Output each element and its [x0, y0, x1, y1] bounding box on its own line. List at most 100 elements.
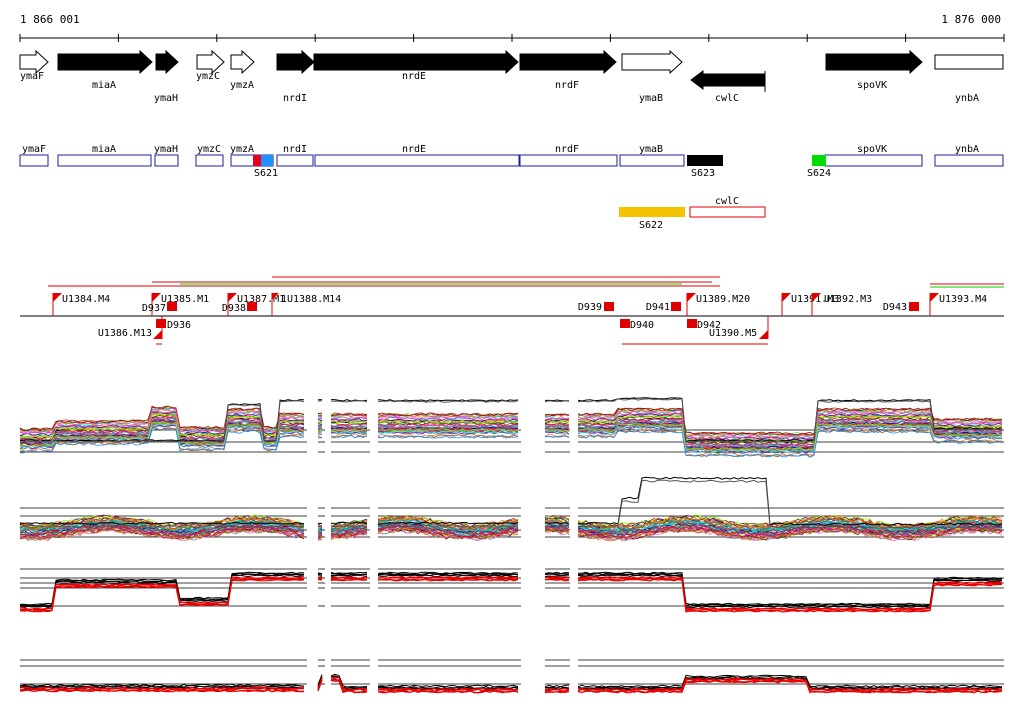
marker-D938[interactable]: D938 — [222, 302, 257, 314]
expression-trace — [544, 419, 570, 424]
expression-trace — [19, 574, 305, 609]
expression-trace — [317, 678, 323, 690]
marker-label: U1392.M3 — [824, 294, 872, 305]
segment-S624[interactable] — [812, 155, 826, 166]
marker-D936[interactable]: D936 — [156, 319, 191, 331]
gene-box-nrdI[interactable] — [276, 154, 314, 167]
marker-U1393-M4[interactable]: U1393.M4 — [929, 293, 987, 316]
gene-arrow-nrdF[interactable]: nrdF — [519, 49, 617, 91]
expression-trace — [377, 425, 519, 430]
expression-trace — [317, 421, 323, 424]
expression-trace — [317, 525, 323, 528]
expression-panel-multi-condition — [19, 397, 1004, 458]
gene-box-label: miaA — [92, 144, 116, 155]
gene-box-ymaH[interactable] — [154, 154, 179, 167]
gene-arrow-nrdE[interactable]: nrdE — [313, 49, 519, 82]
gene-arrow-ymaB[interactable]: ymaB — [621, 49, 683, 104]
marker-D937[interactable]: D937 — [142, 302, 177, 314]
gene-box-ymaB[interactable] — [619, 154, 685, 167]
gene-box-nrdF[interactable] — [519, 154, 618, 167]
gene-arrow-shape — [57, 49, 153, 75]
expression-trace — [19, 400, 305, 443]
expression-trace — [330, 413, 368, 417]
gene-arrow-ynbA[interactable]: ynbA — [934, 54, 1004, 104]
expression-trace — [377, 428, 519, 433]
segment-S621-red[interactable] — [253, 155, 261, 166]
marker-label: D938 — [222, 303, 246, 314]
marker-U1389-M20[interactable]: U1389.M20 — [686, 293, 750, 316]
marker-U1384-M4[interactable]: U1384.M4 — [52, 293, 110, 316]
segment-S621-blue[interactable] — [261, 155, 273, 166]
expression-trace — [330, 527, 368, 534]
expression-trace — [20, 577, 305, 612]
marker-D939[interactable]: D939 — [578, 302, 614, 313]
expression-trace — [19, 573, 305, 608]
expression-trace — [19, 514, 305, 528]
expression-trace — [577, 419, 1002, 448]
expression-trace — [577, 429, 1003, 458]
expression-trace — [19, 521, 305, 525]
expression-trace — [19, 399, 305, 442]
expression-trace — [544, 524, 570, 528]
gene-arrow-ymzA[interactable]: ymzA — [230, 49, 255, 91]
gene-arrow-ymzC[interactable]: ymzC — [196, 49, 225, 82]
marker-D940[interactable]: D940 — [620, 319, 654, 331]
expression-trace — [330, 430, 368, 435]
expression-trace — [331, 524, 368, 528]
marker-D943[interactable]: D943 — [883, 302, 919, 313]
marker-U1392-M3[interactable]: U1392.M3 — [811, 293, 872, 316]
expression-trace — [330, 531, 368, 540]
gene-box-nrdE[interactable] — [314, 154, 520, 167]
marker-D942[interactable]: D942 — [687, 319, 721, 331]
marker-U1385-M1[interactable]: U1385.M1 — [151, 293, 209, 316]
gene-arrow-cwlC[interactable]: cwlC — [690, 70, 766, 104]
expression-trace — [330, 573, 368, 576]
gene-arrow-nrdI[interactable]: nrdI — [276, 49, 315, 104]
expression-trace — [317, 578, 323, 580]
expression-trace — [317, 533, 323, 537]
gene-box-ymzC[interactable] — [195, 154, 224, 167]
gene-box-spoVK[interactable] — [824, 154, 923, 167]
marker-U1388-M14[interactable]: U1388.M14 — [271, 293, 341, 316]
expression-trace — [377, 400, 519, 403]
expression-trace — [331, 678, 368, 692]
marker-D941[interactable]: D941 — [646, 302, 681, 313]
expression-trace — [377, 576, 519, 580]
ruler-ticks — [19, 34, 1005, 42]
marker-box — [671, 302, 681, 311]
cwlC-feature-box[interactable] — [689, 206, 766, 218]
expression-trace — [19, 413, 305, 439]
marker-label: D937 — [142, 303, 166, 314]
segment-label-S623: S623 — [691, 168, 715, 179]
marker-1[interactable]: 1 — [281, 294, 287, 305]
gene-arrow-ymaH[interactable]: ymaH — [154, 49, 179, 104]
gene-box-label: spoVK — [857, 144, 887, 155]
expression-trace — [544, 521, 570, 525]
gene-arrow-miaA[interactable]: miaA — [57, 49, 153, 91]
gene-arrow-shape — [19, 49, 49, 75]
marker-U1390-M5[interactable]: U1390.M5 — [709, 316, 769, 339]
expression-trace — [377, 684, 519, 688]
gene-label: miaA — [92, 80, 116, 91]
marker-label: D943 — [883, 302, 907, 313]
marker-box — [687, 319, 697, 328]
expression-trace — [19, 422, 305, 448]
gene-arrow-ymaF[interactable]: ymaF — [19, 49, 49, 82]
segment-S622[interactable] — [619, 207, 685, 217]
gene-arrow-spoVK[interactable]: spoVK — [825, 49, 923, 91]
marker-U1391-M3[interactable]: U1391.M3 — [781, 293, 839, 316]
gene-box-ynbA[interactable] — [934, 154, 1004, 167]
upper-marker-track: U1384.M4 U1385.M1 D937 D938 U1387.M1 1 U… — [52, 293, 987, 316]
marker-U1387-M1[interactable]: U1387.M1 — [227, 293, 285, 316]
expression-trace — [317, 572, 323, 575]
gene-box-ymaF[interactable] — [19, 154, 49, 167]
ruler-end-label: 1 876 000 — [941, 13, 1001, 26]
expression-trace — [577, 527, 1002, 541]
segment-S623[interactable] — [687, 155, 723, 166]
expression-trace — [330, 530, 368, 538]
gene-box-miaA[interactable] — [57, 154, 152, 167]
marker-label: U1386.M13 — [98, 328, 152, 339]
expression-trace — [19, 416, 305, 442]
marker-U1386-M13[interactable]: U1386.M13 — [98, 316, 163, 345]
expression-trace — [330, 577, 368, 581]
